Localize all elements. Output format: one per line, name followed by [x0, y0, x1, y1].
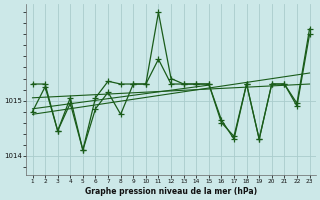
X-axis label: Graphe pression niveau de la mer (hPa): Graphe pression niveau de la mer (hPa): [85, 187, 257, 196]
